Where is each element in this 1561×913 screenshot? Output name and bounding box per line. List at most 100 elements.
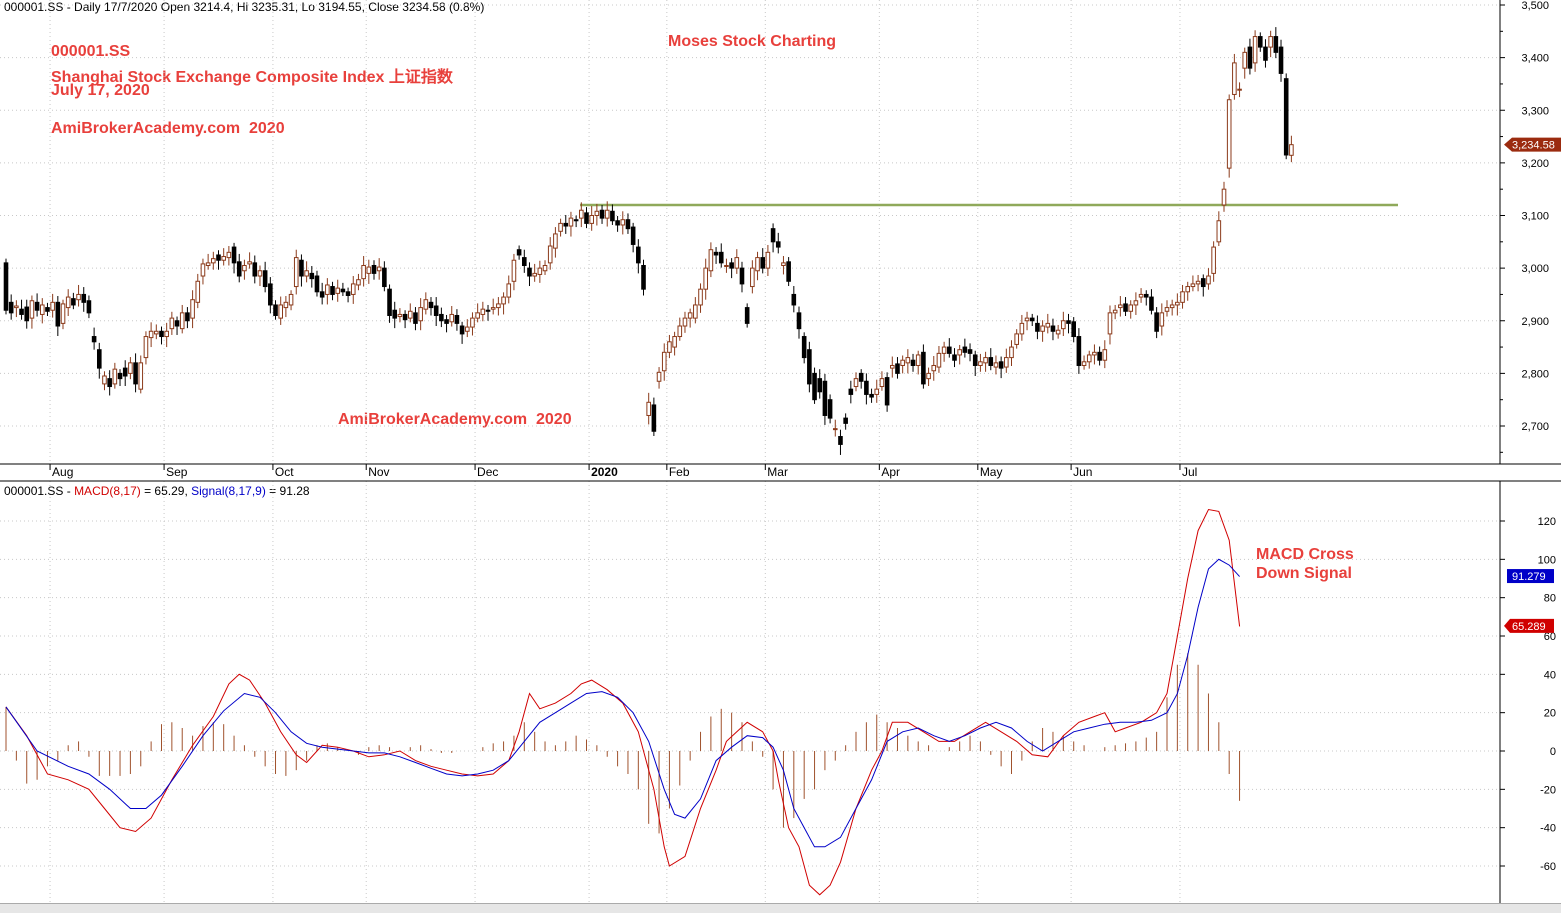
candle-up [50,301,55,311]
candle-down [309,272,315,280]
macd-header-prefix: 000001.SS - [4,484,75,498]
candle-down [268,283,273,306]
annotation-brand: Moses Stock Charting [668,33,837,50]
candle-up [143,336,149,359]
candle-down [827,399,833,419]
candle-up [1164,307,1170,312]
candle-up [288,293,294,306]
candle-down [1123,303,1128,312]
month-label: Mar [767,465,788,479]
grid-layer [0,0,1500,903]
candle-down [1257,36,1263,48]
candle-up [1195,280,1201,285]
candle-down [45,307,50,312]
candle-up [356,279,361,286]
sheet-tab-strip[interactable] [0,903,1561,913]
candle-down [843,417,848,424]
candle-up [397,313,403,318]
candle-up [708,249,714,272]
candle-up [620,219,626,226]
candle-down [86,300,92,314]
candle-up [65,296,71,309]
candle-up [936,352,942,368]
candle-up [1190,283,1196,288]
candle-up [1252,36,1258,64]
price-panel [3,27,1398,455]
candle-up [1086,354,1092,363]
candle-down [485,309,491,312]
candle-up [682,317,688,327]
candle-down [387,288,392,316]
candle-up [724,264,729,267]
candle-up [293,257,299,288]
price-y-tick-label: 2,800 [1521,368,1549,380]
month-label: Apr [881,465,900,479]
candle-up [1102,349,1108,361]
annotation-site-bottom: AmiBrokerAcademy.com 2020 [338,411,572,428]
candle-up [931,364,937,372]
candle-up [1221,188,1227,206]
candle-up [853,378,859,388]
candle-down [822,380,828,416]
price-y-tick-label: 3,400 [1521,53,1549,65]
candle-up [1009,346,1014,359]
candle-down [636,246,641,264]
candle-down [910,359,916,366]
month-label: Feb [669,465,690,479]
header-ohlc: - Daily 17/7/2020 Open 3214.4, Hi 3235.3… [63,0,485,14]
candle-up [247,261,252,265]
macd-header-label: MACD(8,17) [74,484,141,498]
candle-up [60,303,66,324]
candle-up [1185,286,1191,293]
candle-down [884,377,890,406]
candle-up [179,312,185,330]
candle-down [998,361,1004,369]
candle-up [993,362,999,368]
candle-up [29,300,35,319]
candle-up [646,401,651,416]
candle-up [553,233,558,249]
candle-up [687,312,693,319]
candle-down [615,220,620,226]
candle-up [568,217,574,227]
candle-up [511,259,517,282]
candle-up [449,313,455,323]
candle-down [91,336,97,343]
candle-up [14,305,19,309]
candle-up [604,209,610,219]
candle-down [1200,278,1206,288]
candle-up [423,299,429,310]
candle-down [107,378,112,388]
candle-down [972,354,978,366]
candle-up [205,262,211,266]
candle-up [164,330,169,338]
candle-down [330,286,335,295]
candle-down [236,261,242,277]
candle-up [537,267,543,275]
candle-up [1180,291,1185,303]
candle-up [1081,361,1087,366]
candle-down [439,313,444,322]
candle-up [983,357,988,364]
candle-up [765,251,771,269]
candle-up [190,299,195,319]
candle-up [1092,351,1097,356]
candle-up [1289,144,1294,156]
candle-down [796,312,802,330]
candle-down [739,267,745,285]
candle-up [1004,357,1009,368]
candle-down [760,257,766,269]
candle-down [988,357,994,366]
candle-up [480,308,486,315]
candle-down [807,349,812,385]
candle-down [117,372,123,380]
candle-down [8,301,14,314]
candle-up [832,428,838,431]
candle-up [750,267,755,288]
candle-up [221,256,226,261]
candle-down [1071,321,1076,338]
candle-down [81,293,87,303]
price-y-tick-label: 3,500 [1521,0,1549,12]
